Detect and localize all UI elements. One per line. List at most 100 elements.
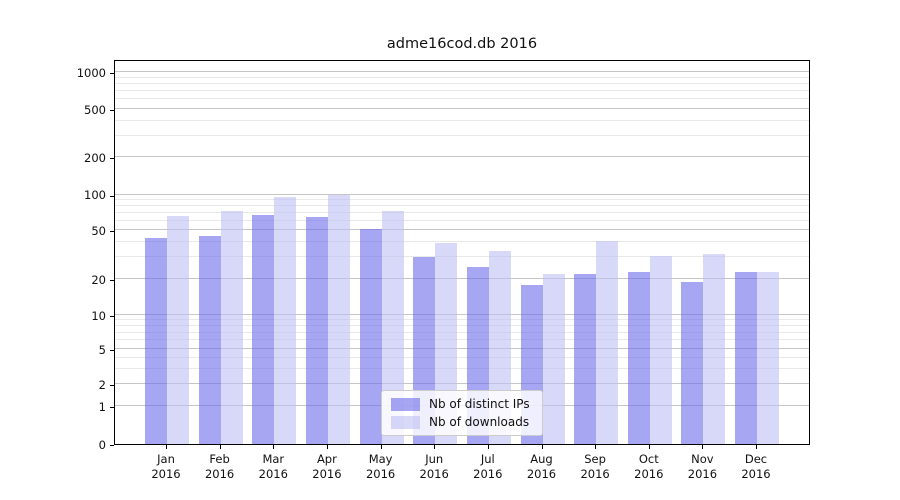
y-tick-mark xyxy=(110,73,114,74)
bar-downloads-dec xyxy=(757,271,779,444)
minor-gridline xyxy=(115,82,809,84)
minor-gridline xyxy=(115,219,809,221)
x-tick-mark xyxy=(648,445,650,449)
minor-gridline xyxy=(115,198,809,200)
month-label: Jan xyxy=(157,452,175,466)
year-label: 2016 xyxy=(634,467,664,481)
major-gridline xyxy=(115,108,809,109)
minor-gridline xyxy=(115,76,809,78)
y-tick-label-20: 20 xyxy=(91,272,106,287)
bar-ips-mar xyxy=(252,215,275,444)
bar-downloads-apr xyxy=(327,195,350,444)
year-label: 2016 xyxy=(580,467,610,481)
minor-gridline xyxy=(115,356,809,358)
month-label: Feb xyxy=(209,452,230,466)
x-tick-mark xyxy=(541,445,543,449)
month-label: Nov xyxy=(691,452,714,466)
bar-downloads-may xyxy=(381,211,404,444)
bar-downloads-sep xyxy=(596,240,619,444)
x-tick-label-jul: Jul 2016 xyxy=(458,452,518,482)
y-tick-label-100: 100 xyxy=(84,188,106,202)
month-label: Sep xyxy=(584,452,606,466)
bar-ips-apr xyxy=(305,217,328,444)
year-label: 2016 xyxy=(204,467,235,481)
year-label: 2016 xyxy=(365,467,396,481)
year-label: 2016 xyxy=(151,467,181,481)
bar-ips-feb xyxy=(198,235,221,444)
y-tick-mark xyxy=(110,385,114,386)
minor-gridline xyxy=(115,90,809,92)
minor-gridline xyxy=(115,119,809,121)
y-tick-label-1: 1 xyxy=(98,399,106,414)
bar-ips-may xyxy=(359,229,382,444)
plot-area: Nb of distinct IPs Nb of downloads xyxy=(114,60,810,445)
year-label: 2016 xyxy=(419,467,449,481)
y-tick-label-5: 5 xyxy=(98,342,106,357)
x-tick-mark xyxy=(273,445,275,449)
month-label: Dec xyxy=(744,452,768,466)
y-tick-label-10: 10 xyxy=(91,308,106,323)
x-tick-label-sep: Sep 2016 xyxy=(565,452,625,482)
y-tick-mark xyxy=(110,407,114,408)
bar-downloads-aug xyxy=(542,273,565,444)
x-tick-label-jan: Jan 2016 xyxy=(136,452,196,482)
y-tick-mark xyxy=(110,158,114,159)
x-tick-label-oct: Oct 2016 xyxy=(619,452,679,482)
y-tick-mark xyxy=(110,316,114,317)
x-tick-mark xyxy=(219,445,221,449)
minor-gridline xyxy=(115,331,809,333)
bar-downloads-jan xyxy=(167,215,189,444)
year-label: 2016 xyxy=(687,467,718,481)
x-tick-mark xyxy=(756,445,757,449)
month-label: Oct xyxy=(638,452,659,466)
y-tick-mark xyxy=(110,110,114,111)
minor-gridline xyxy=(115,211,809,213)
minor-gridline xyxy=(115,339,809,340)
legend-swatch-downloads xyxy=(391,415,420,429)
year-label: 2016 xyxy=(258,467,288,481)
minor-gridline xyxy=(115,367,809,369)
x-tick-mark xyxy=(166,445,167,449)
bar-downloads-feb xyxy=(220,210,243,444)
bar-downloads-mar xyxy=(274,196,297,444)
y-tick-mark xyxy=(110,280,114,281)
x-tick-mark xyxy=(595,445,597,449)
x-tick-mark xyxy=(434,445,436,449)
x-tick-label-may: May 2016 xyxy=(351,452,411,482)
x-tick-label-aug: Aug 2016 xyxy=(512,452,572,482)
legend-swatch-ips xyxy=(391,397,420,411)
month-label: May xyxy=(368,452,393,466)
y-tick-label-1000: 1000 xyxy=(76,65,106,80)
legend: Nb of distinct IPs Nb of downloads xyxy=(381,390,543,436)
minor-gridline xyxy=(115,204,809,206)
major-gridline xyxy=(115,193,809,195)
x-tick-label-apr: Apr 2016 xyxy=(297,452,357,482)
y-tick-mark xyxy=(110,350,114,351)
x-tick-label-jun: Jun 2016 xyxy=(404,452,464,482)
y-tick-mark xyxy=(110,231,114,232)
x-tick-mark xyxy=(380,445,382,449)
month-label: Apr xyxy=(316,452,337,466)
year-label: 2016 xyxy=(741,467,771,481)
major-gridline xyxy=(115,383,809,384)
bar-downloads-oct xyxy=(649,255,672,444)
minor-gridline xyxy=(115,319,809,321)
bar-downloads-nov xyxy=(703,253,726,444)
bar-ips-oct xyxy=(627,271,650,444)
x-tick-label-nov: Nov 2016 xyxy=(672,452,732,482)
month-label: Jul xyxy=(480,452,495,466)
year-label: 2016 xyxy=(473,467,503,481)
minor-gridline xyxy=(115,98,809,100)
minor-gridline xyxy=(115,256,809,258)
y-tick-label-50: 50 xyxy=(91,223,106,238)
major-gridline xyxy=(115,278,809,279)
major-gridline xyxy=(115,71,809,72)
legend-entry-ips: Nb of distinct IPs xyxy=(391,397,530,411)
year-label: 2016 xyxy=(312,467,342,481)
bar-ips-dec xyxy=(735,271,757,444)
legend-entry-downloads: Nb of downloads xyxy=(391,415,530,429)
x-tick-label-feb: Feb 2016 xyxy=(190,452,250,482)
bar-ips-jan xyxy=(145,238,167,444)
major-gridline xyxy=(115,348,809,349)
y-tick-mark xyxy=(110,445,114,446)
